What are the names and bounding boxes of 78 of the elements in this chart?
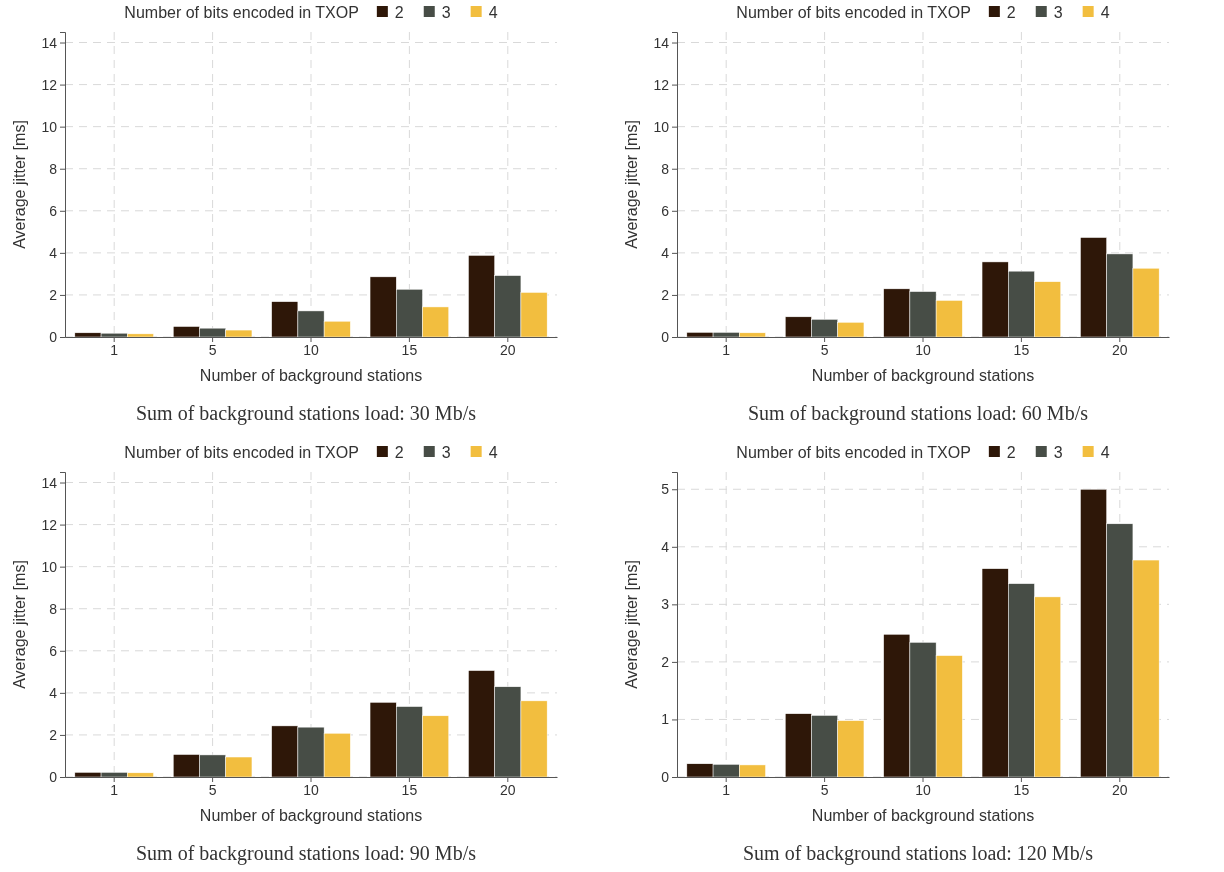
x-axis-title: Number of background stations bbox=[811, 807, 1035, 824]
legend-title: Number of bits encoded in TXOP bbox=[736, 444, 971, 461]
y-tick-label: 1 bbox=[661, 711, 670, 728]
x-tick-label: 5 bbox=[820, 341, 829, 358]
legend-label: 3 bbox=[441, 4, 451, 21]
legend-label: 4 bbox=[1100, 444, 1110, 461]
y-axis-title: Average jitter [ms] bbox=[623, 120, 640, 249]
y-tick-label: 8 bbox=[661, 160, 670, 177]
y-tick-label: 8 bbox=[49, 160, 58, 177]
x-tick-label: 20 bbox=[1112, 781, 1128, 798]
x-tick-label: 15 bbox=[1013, 781, 1030, 798]
x-axis-title: Number of background stations bbox=[199, 367, 423, 384]
legend-label: 4 bbox=[1100, 4, 1110, 21]
legend-title: Number of bits encoded in TXOP bbox=[736, 4, 971, 21]
y-axis-title: Average jitter [ms] bbox=[623, 560, 640, 689]
y-tick-label: 6 bbox=[49, 202, 58, 219]
y-tick-label: 10 bbox=[653, 118, 670, 135]
y-tick-label: 12 bbox=[41, 76, 58, 93]
x-tick-label: 10 bbox=[915, 341, 931, 358]
x-tick-label: 20 bbox=[500, 341, 516, 358]
y-tick-label: 5 bbox=[661, 481, 670, 498]
legend-title: Number of bits encoded in TXOP bbox=[124, 444, 359, 461]
text: Sum of background stations load: 120 Mb/s bbox=[743, 842, 1094, 865]
x-tick-label: 1 bbox=[110, 341, 119, 358]
x-tick-label: 10 bbox=[303, 781, 319, 798]
x-tick-label: 10 bbox=[915, 781, 931, 798]
y-tick-label: 14 bbox=[41, 474, 58, 491]
x-tick-label: 20 bbox=[500, 781, 516, 798]
x-tick-label: 15 bbox=[401, 781, 418, 798]
y-tick-label: 6 bbox=[661, 202, 670, 219]
x-tick-label: 5 bbox=[820, 781, 829, 798]
legend-title: Number of bits encoded in TXOP bbox=[124, 4, 359, 21]
legend-label: 2 bbox=[394, 444, 404, 461]
y-tick-label: 4 bbox=[49, 244, 58, 261]
y-tick-label: 0 bbox=[661, 328, 670, 345]
y-tick-label: 14 bbox=[41, 34, 58, 51]
text: Sum of background stations load: 60 Mb/s bbox=[748, 402, 1089, 425]
legend-label: 4 bbox=[488, 444, 498, 461]
legend-label: 2 bbox=[1006, 444, 1016, 461]
x-tick-label: 5 bbox=[208, 781, 217, 798]
legend-label: 3 bbox=[441, 444, 451, 461]
x-tick-label: 5 bbox=[208, 341, 217, 358]
y-tick-label: 0 bbox=[661, 768, 670, 785]
legend-label: 2 bbox=[1006, 4, 1016, 21]
legend-label: 2 bbox=[394, 4, 404, 21]
y-tick-label: 4 bbox=[661, 538, 670, 555]
y-axis-title: Average jitter [ms] bbox=[11, 560, 28, 689]
y-tick-label: 6 bbox=[49, 642, 58, 659]
y-tick-label: 2 bbox=[661, 286, 670, 303]
y-tick-label: 2 bbox=[49, 726, 58, 743]
y-tick-label: 8 bbox=[49, 600, 58, 617]
y-tick-label: 10 bbox=[41, 558, 58, 575]
y-tick-label: 4 bbox=[49, 684, 58, 701]
x-tick-label: 1 bbox=[722, 781, 731, 798]
y-tick-label: 2 bbox=[661, 653, 670, 670]
x-axis-title: Number of background stations bbox=[811, 367, 1035, 384]
x-tick-label: 1 bbox=[110, 781, 119, 798]
x-tick-label: 15 bbox=[1013, 341, 1030, 358]
legend-label: 3 bbox=[1053, 4, 1063, 21]
y-tick-label: 4 bbox=[661, 244, 670, 261]
y-tick-label: 0 bbox=[49, 328, 58, 345]
y-tick-label: 2 bbox=[49, 286, 58, 303]
y-tick-label: 10 bbox=[41, 118, 58, 135]
y-tick-label: 3 bbox=[661, 596, 670, 613]
x-tick-label: 20 bbox=[1112, 341, 1128, 358]
y-axis-title: Average jitter [ms] bbox=[11, 120, 28, 249]
legend-label: 3 bbox=[1053, 444, 1063, 461]
x-tick-label: 10 bbox=[303, 341, 319, 358]
y-tick-label: 12 bbox=[41, 516, 58, 533]
text: Sum of background stations load: 30 Mb/s bbox=[136, 402, 477, 425]
y-tick-label: 0 bbox=[49, 768, 58, 785]
y-tick-label: 12 bbox=[653, 76, 670, 93]
legend-label: 4 bbox=[488, 4, 498, 21]
text: Sum of background stations load: 90 Mb/s bbox=[136, 842, 477, 865]
x-axis-title: Number of background stations bbox=[199, 807, 423, 824]
x-tick-label: 1 bbox=[722, 341, 731, 358]
y-tick-label: 14 bbox=[653, 34, 670, 51]
x-tick-label: 15 bbox=[401, 341, 418, 358]
